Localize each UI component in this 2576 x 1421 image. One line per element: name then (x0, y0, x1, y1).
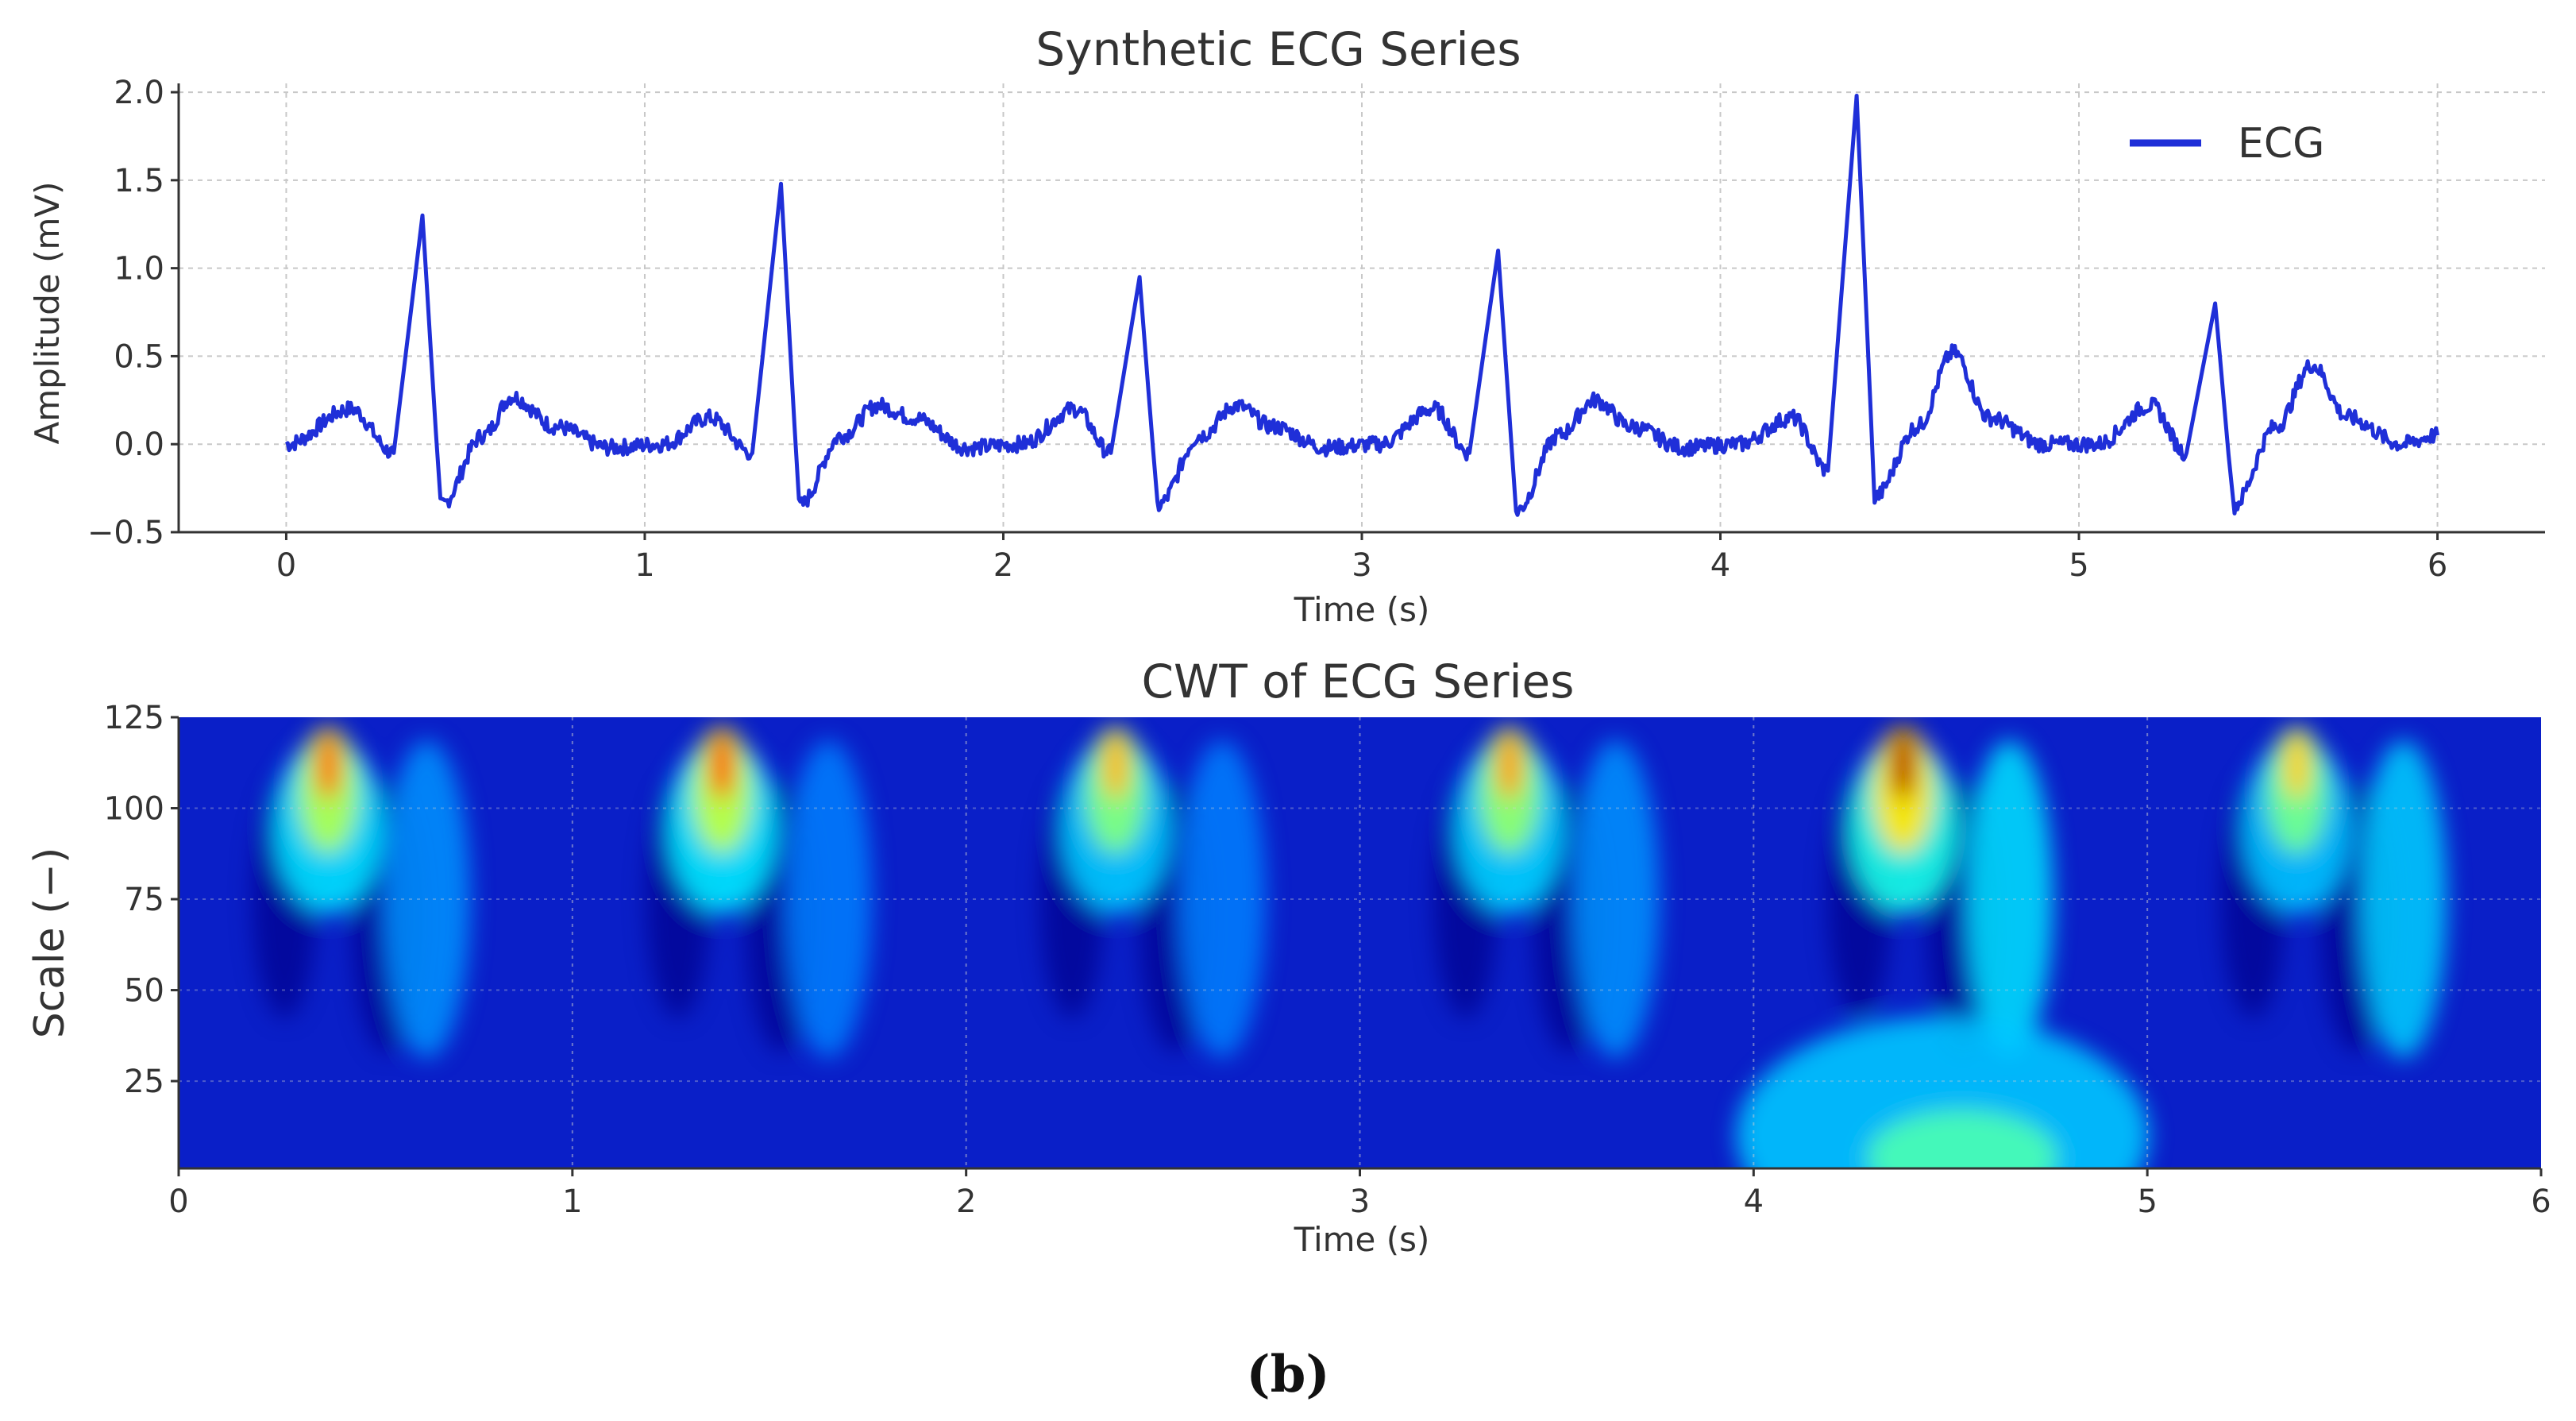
cwt-heatmap-cells (253, 726, 2447, 1168)
ecg-x-ticks: 0 1 2 3 4 5 6 (276, 532, 2447, 584)
cwt-grid (179, 717, 2541, 1168)
cwt-low-scale-core (1867, 1110, 2058, 1168)
cwt-x-tick-label: 3 (1350, 1184, 1370, 1220)
cwt-x-tick-label: 4 (1744, 1184, 1764, 1220)
cwt-peak-core (709, 728, 735, 801)
cwt-x-tick-label: 1 (562, 1184, 582, 1220)
cwt-low-scale-band (1736, 1016, 2150, 1168)
cwt-y-tick-label: 100 (104, 791, 164, 828)
cwt-x-tick-label: 2 (956, 1184, 976, 1220)
ecg-y-tick-label: −0.5 (87, 515, 164, 551)
cwt-t-band (1178, 740, 1266, 1059)
ecg-line-chart: Synthetic ECG Series 0 1 2 3 4 5 6 −0.5 0.0 0.5 1… (28, 22, 2545, 629)
cwt-peak-core (2284, 728, 2310, 801)
ecg-legend: ECG (2130, 120, 2324, 168)
cwt-y-axis-label: Scale (−) (26, 848, 74, 1039)
cwt-chart-title: CWT of ECG Series (1142, 655, 1575, 709)
ecg-x-tick-label: 1 (634, 547, 654, 584)
cwt-x-tick-label: 5 (2137, 1184, 2157, 1220)
ecg-x-tick-label: 2 (993, 547, 1013, 584)
ecg-y-tick-label: 2.0 (114, 75, 164, 111)
ecg-x-axis-label: Time (s) (1294, 590, 1430, 629)
ecg-series-line (284, 94, 2439, 517)
cwt-blob-layer (253, 726, 2447, 1168)
cwt-y-tick-label: 125 (104, 700, 164, 736)
cwt-y-tick-label: 75 (124, 882, 164, 918)
cwt-t-band (1571, 740, 1660, 1059)
ecg-x-tick-label: 4 (1710, 547, 1730, 584)
ecg-x-tick-label: 6 (2428, 547, 2447, 584)
figure-caption: (b) (1246, 1345, 1329, 1404)
cwt-y-ticks: 25 50 75 100 125 (104, 700, 179, 1100)
cwt-y-tick-label: 50 (124, 973, 164, 1010)
ecg-x-tick-label: 0 (276, 547, 296, 584)
cwt-t-band (785, 740, 873, 1059)
ecg-y-axis-label: Amplitude (mV) (28, 182, 67, 445)
cwt-x-tick-label: 6 (2531, 1184, 2551, 1220)
cwt-t-band (1965, 740, 2053, 1059)
ecg-y-ticks: −0.5 0.0 0.5 1.0 1.5 2.0 (87, 75, 179, 551)
legend-label-ecg: ECG (2238, 120, 2324, 168)
ecg-y-tick-label: 0.0 (114, 427, 164, 463)
ecg-y-tick-label: 1.5 (114, 163, 164, 199)
cwt-heatmap-chart: CWT of ECG Series 0 1 2 3 4 5 6 25 50 75 100 125 T… (26, 655, 2551, 1259)
ecg-y-tick-label: 0.5 (114, 338, 164, 375)
ecg-y-tick-label: 1.0 (114, 251, 164, 288)
ecg-grid (179, 83, 2545, 533)
cwt-x-ticks: 0 1 2 3 4 5 6 (168, 1168, 2551, 1220)
cwt-peak-core (1890, 728, 1916, 801)
cwt-y-tick-label: 25 (124, 1064, 164, 1100)
cwt-peak-core (1103, 728, 1129, 801)
ecg-x-tick-label: 3 (1352, 547, 1371, 584)
cwt-x-axis-label: Time (s) (1294, 1220, 1430, 1259)
cwt-t-band (2359, 740, 2447, 1059)
ecg-x-tick-label: 5 (2069, 547, 2088, 584)
cwt-peak-core (315, 728, 341, 801)
cwt-x-tick-label: 0 (168, 1184, 188, 1220)
cwt-t-band (383, 740, 471, 1059)
cwt-peak-core (1496, 728, 1522, 801)
ecg-chart-title: Synthetic ECG Series (1035, 22, 1521, 76)
